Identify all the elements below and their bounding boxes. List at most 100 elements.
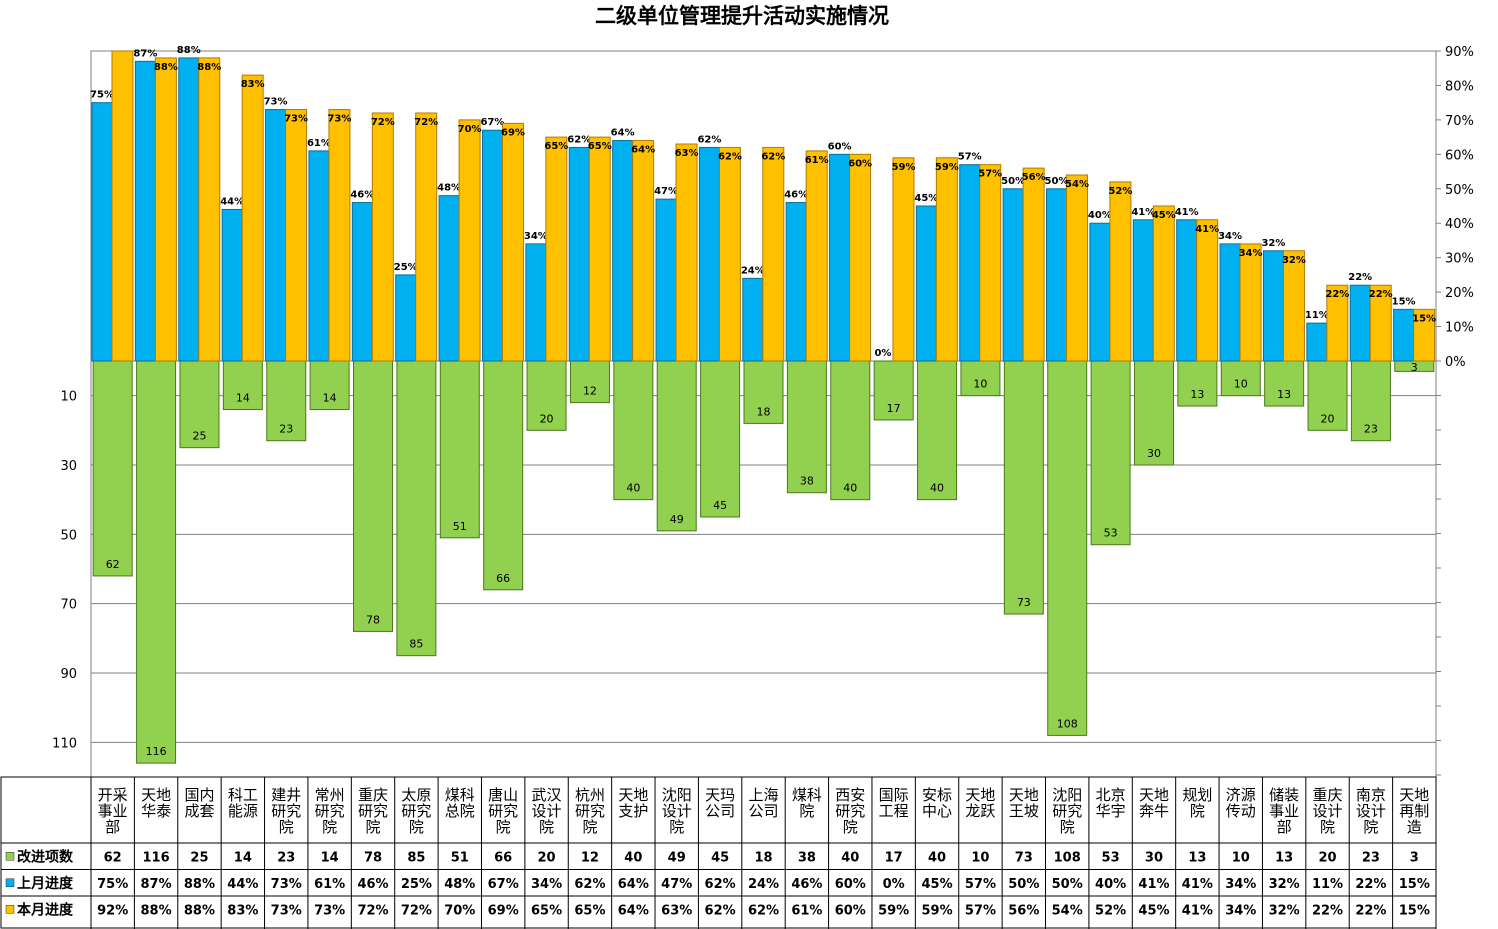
table-cell: 44%: [227, 877, 258, 892]
table-cell: 57%: [965, 903, 996, 918]
bar-prev-month-label: 44%: [220, 196, 244, 207]
table-cell: 40%: [1095, 877, 1126, 892]
y-right-tick-label: 40%: [1445, 217, 1474, 232]
bar-prev-month: [265, 109, 287, 362]
x-tick-label: 院: [279, 818, 294, 836]
bar-prev-month-label: 34%: [1218, 231, 1242, 242]
table-cell: 11%: [1312, 877, 1343, 892]
table-cell: 22%: [1355, 877, 1386, 892]
bar-prev-month: [698, 146, 720, 362]
bar-prev-month-label: 45%: [914, 193, 938, 204]
x-tick-label: 院: [366, 818, 381, 836]
bar-count-label: 23: [279, 423, 293, 436]
table-cell: 60%: [835, 877, 866, 892]
y-left-tick-label: 30: [60, 459, 77, 474]
table-cell: 40: [841, 850, 859, 865]
bar-cur-month: [1109, 181, 1132, 362]
x-tick-label: 传动: [1226, 802, 1256, 820]
x-tick-label: 唐山: [488, 786, 518, 804]
bar-count: [396, 360, 437, 657]
bar-cur-month-label: 32%: [1282, 255, 1306, 266]
bar-cur-month-label: 69%: [501, 127, 525, 138]
table-cell: 0%: [883, 877, 905, 892]
x-tick-label: 济源: [1226, 786, 1256, 804]
legend-swatch: [5, 878, 15, 887]
x-tick-label: 事业: [1269, 802, 1299, 820]
bar-cur-month: [285, 109, 308, 362]
bar-prev-month: [1132, 219, 1154, 362]
x-tick-label: 工程: [879, 802, 909, 820]
x-tick-label: 规划: [1182, 786, 1212, 804]
y-right-tick-label: 10%: [1445, 321, 1474, 336]
bar-count: [873, 360, 914, 421]
x-tick-label: 事业: [98, 802, 128, 820]
x-tick-label: 部: [105, 818, 120, 836]
bar-count-label: 23: [1364, 423, 1378, 436]
x-tick-label: 院: [582, 818, 597, 836]
table-cell: 73: [1015, 850, 1033, 865]
table-cell: 45%: [921, 877, 952, 892]
x-tick-label: 科工: [228, 786, 258, 804]
x-tick-label: 院: [1060, 818, 1075, 836]
bar-cur-month: [1369, 284, 1392, 362]
x-tick-label: 研究: [271, 802, 301, 820]
x-tick-label: 院: [1190, 802, 1205, 820]
table-cell: 65%: [574, 903, 605, 918]
bar-count-label: 20: [1321, 412, 1335, 425]
bar-count-label: 18: [757, 405, 771, 418]
bar-cur-month-label: 59%: [891, 162, 915, 173]
bar-count: [613, 360, 654, 501]
table-cell: 70%: [444, 903, 475, 918]
bar-prev-month-label: 32%: [1261, 238, 1285, 249]
bar-count-label: 73: [1017, 596, 1031, 609]
table-cell: 14: [321, 850, 339, 865]
x-tick-label: 院: [1363, 818, 1378, 836]
data-table: 开采事业部天地华泰国内成套科工能源建井研究院常州研究院重庆研究院太原研究院煤科总…: [0, 776, 1437, 929]
x-tick-label: 上海: [748, 786, 778, 804]
bar-cur-month: [1196, 219, 1219, 362]
table-cell: 41%: [1182, 877, 1213, 892]
bar-cur-month-label: 52%: [1108, 186, 1132, 197]
bar-cur-month-label: 59%: [935, 162, 959, 173]
table-cell: 20: [538, 850, 556, 865]
bar-cur-month-label: 54%: [1065, 179, 1089, 190]
x-tick-label: 华泰: [141, 802, 171, 820]
x-tick-label: 天地: [1399, 786, 1429, 804]
table-cell: 78: [364, 850, 382, 865]
bar-count-label: 3: [1411, 361, 1418, 374]
bar-count: [353, 360, 394, 632]
bar-cur-month: [1326, 284, 1349, 362]
x-tick-label: 研究: [1052, 802, 1082, 820]
table-cell: 88%: [184, 903, 215, 918]
bar-prev-month: [568, 146, 590, 362]
bar-prev-month: [612, 140, 634, 362]
table-cell: 17: [885, 850, 903, 865]
bar-prev-month-label: 88%: [177, 45, 201, 56]
bar-cur-month-label: 83%: [241, 79, 265, 90]
table-cell: 25%: [401, 877, 432, 892]
bar-cur-month-label: 60%: [848, 158, 872, 169]
bar-prev-month-label: 61%: [307, 138, 331, 149]
table-cell: 88%: [184, 877, 215, 892]
y-right-tick-label: 70%: [1445, 114, 1474, 129]
table-cell: 72%: [401, 903, 432, 918]
legend-entry: 改进项数: [17, 848, 74, 865]
x-tick-label: 院: [409, 818, 424, 836]
bar-cur-month-label: 73%: [327, 114, 351, 125]
bar-cur-month: [241, 74, 264, 362]
bar-prev-month-label: 46%: [784, 190, 808, 201]
bar-count-label: 78: [366, 613, 380, 626]
bar-count: [309, 360, 350, 411]
bar-count-label: 53: [1104, 527, 1118, 540]
bar-count: [1264, 360, 1305, 407]
bar-cur-month-label: 88%: [197, 62, 221, 73]
table-cell: 59%: [878, 903, 909, 918]
bar-count: [1350, 360, 1391, 442]
table-cell: 61%: [791, 903, 822, 918]
bar-cur-month-label: 45%: [1152, 210, 1176, 221]
bar-count-label: 40: [626, 482, 640, 495]
table-cell: 62: [104, 850, 122, 865]
bar-cur-month: [328, 109, 351, 362]
x-tick-label: 设计: [1313, 802, 1343, 820]
bar-prev-month: [829, 153, 851, 362]
